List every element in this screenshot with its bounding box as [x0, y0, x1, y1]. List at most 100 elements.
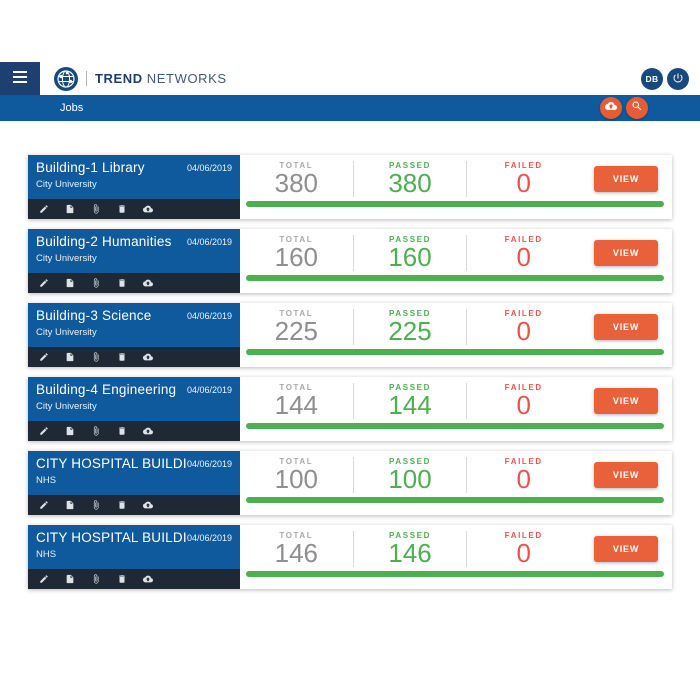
job-client: City University: [36, 179, 97, 190]
app-header: TREND NETWORKS DB: [0, 62, 700, 95]
job-stats-card: TOTAL 225 PASSED 225 FAILED 0 VIEW: [240, 303, 672, 367]
job-date: 04/06/2019: [186, 385, 232, 395]
progress-bar-fill: [246, 571, 664, 577]
delete-icon[interactable]: [117, 204, 127, 214]
divider: [352, 383, 354, 419]
view-button[interactable]: VIEW: [594, 240, 659, 266]
progress-bar-fill: [246, 349, 664, 355]
stat-failed-label: FAILED: [504, 308, 543, 318]
job-client: City University: [36, 253, 97, 264]
stat-total-label: TOTAL: [279, 530, 314, 540]
stat-passed-label: PASSED: [389, 160, 431, 170]
job-header: Building-2 Humanities 04/06/2019 City Un…: [28, 229, 240, 273]
divider: [466, 161, 468, 197]
job-header: CITY HOSPITAL BUILDI... 04/06/2019 NHS: [28, 525, 240, 569]
job-panel[interactable]: CITY HOSPITAL BUILDI... 04/06/2019 NHS: [28, 525, 240, 589]
stat-failed-value: 0: [516, 389, 531, 420]
progress-bar: [246, 275, 664, 281]
job-panel[interactable]: Building-2 Humanities 04/06/2019 City Un…: [28, 229, 240, 293]
stat-total: TOTAL 380: [240, 161, 353, 197]
stat-passed: PASSED 146: [354, 531, 467, 567]
job-panel[interactable]: Building-1 Library 04/06/2019 City Unive…: [28, 155, 240, 219]
cloud-sync-button[interactable]: [600, 97, 622, 119]
view-button[interactable]: VIEW: [594, 166, 659, 192]
job-panel[interactable]: CITY HOSPITAL BUILDI... 04/06/2019 NHS: [28, 451, 240, 515]
view-button[interactable]: VIEW: [594, 536, 659, 562]
job-header: Building-3 Science 04/06/2019 City Unive…: [28, 303, 240, 347]
db-button[interactable]: DB: [641, 67, 663, 90]
upload-icon[interactable]: [143, 204, 153, 214]
divider: [352, 309, 354, 345]
nav-actions: [600, 97, 648, 119]
brand-name-primary: TREND: [95, 71, 143, 86]
edit-icon[interactable]: [39, 352, 49, 362]
edit-icon[interactable]: [39, 574, 49, 584]
stat-total-value: 160: [274, 241, 319, 272]
jobs-list: Building-1 Library 04/06/2019 City Unive…: [28, 155, 672, 589]
stat-total-value: 144: [274, 389, 319, 420]
stat-total: TOTAL 225: [240, 309, 353, 345]
upload-icon[interactable]: [143, 500, 153, 510]
search-icon: [631, 99, 643, 117]
job-stats-card: TOTAL 380 PASSED 380 FAILED 0 VIEW: [240, 155, 672, 219]
job-name: CITY HOSPITAL BUILDI...: [36, 530, 187, 545]
search-button[interactable]: [626, 97, 648, 119]
stat-failed-value: 0: [516, 315, 531, 346]
progress-bar: [246, 423, 664, 429]
edit-icon[interactable]: [39, 426, 49, 436]
view-button[interactable]: VIEW: [594, 462, 659, 488]
job-date: 04/06/2019: [186, 311, 232, 321]
edit-icon[interactable]: [39, 500, 49, 510]
upload-icon[interactable]: [143, 352, 153, 362]
delete-icon[interactable]: [117, 352, 127, 362]
upload-icon[interactable]: [143, 574, 153, 584]
logo-globe-icon: [54, 66, 78, 91]
stat-failed-value: 0: [516, 241, 531, 272]
view-button[interactable]: VIEW: [594, 388, 659, 414]
upload-icon[interactable]: [143, 426, 153, 436]
stat-failed-value: 0: [516, 463, 531, 494]
stat-passed-label: PASSED: [389, 382, 431, 392]
stat-total-label: TOTAL: [279, 160, 314, 170]
file-icon[interactable]: [65, 500, 75, 510]
delete-icon[interactable]: [117, 278, 127, 288]
file-icon[interactable]: [65, 278, 75, 288]
job-name: CITY HOSPITAL BUILDI...: [36, 456, 187, 471]
job-panel[interactable]: Building-3 Science 04/06/2019 City Unive…: [28, 303, 240, 367]
file-icon[interactable]: [65, 574, 75, 584]
view-button[interactable]: VIEW: [594, 314, 659, 340]
stat-passed-label: PASSED: [389, 456, 431, 466]
job-date: 04/06/2019: [186, 163, 232, 173]
file-icon[interactable]: [65, 204, 75, 214]
upload-icon[interactable]: [143, 278, 153, 288]
job-panel[interactable]: Building-4 Engineering 04/06/2019 City U…: [28, 377, 240, 441]
delete-icon[interactable]: [117, 500, 127, 510]
job-name: Building-3 Science: [36, 308, 152, 323]
attachment-icon[interactable]: [91, 278, 101, 288]
stat-total-label: TOTAL: [279, 234, 314, 244]
file-icon[interactable]: [65, 426, 75, 436]
progress-bar: [246, 201, 664, 207]
job-date: 04/06/2019: [186, 237, 232, 247]
attachment-icon[interactable]: [91, 500, 101, 510]
delete-icon[interactable]: [117, 574, 127, 584]
file-icon[interactable]: [65, 352, 75, 362]
attachment-icon[interactable]: [91, 352, 101, 362]
edit-icon[interactable]: [39, 278, 49, 288]
job-name: Building-2 Humanities: [36, 234, 172, 249]
stat-total-value: 225: [274, 315, 319, 346]
db-button-label: DB: [645, 73, 659, 84]
attachment-icon[interactable]: [91, 574, 101, 584]
job-client: City University: [36, 401, 97, 412]
delete-icon[interactable]: [117, 426, 127, 436]
menu-button[interactable]: [0, 62, 40, 95]
attachment-icon[interactable]: [91, 426, 101, 436]
stat-passed-label: PASSED: [389, 234, 431, 244]
stat-passed-value: 160: [388, 241, 432, 272]
power-button[interactable]: [667, 67, 689, 90]
stat-failed-value: 0: [516, 537, 531, 568]
attachment-icon[interactable]: [91, 204, 101, 214]
edit-icon[interactable]: [39, 204, 49, 214]
stat-passed-value: 100: [388, 463, 432, 494]
